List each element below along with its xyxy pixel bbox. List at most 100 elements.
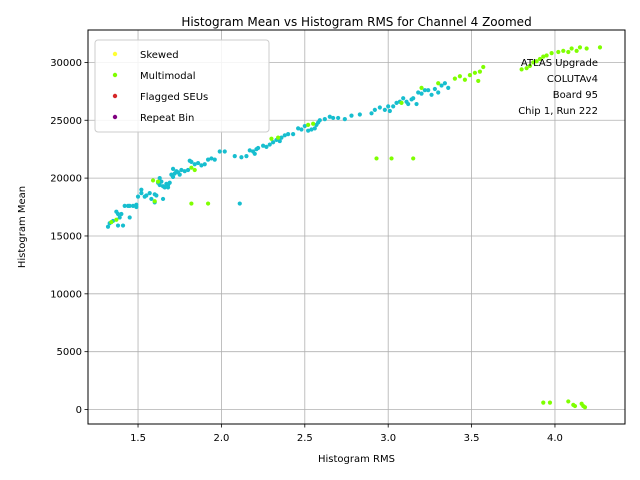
data-point-normal	[391, 104, 396, 109]
x-tick-label: 2.0	[213, 433, 229, 444]
data-point-multimodal	[481, 64, 486, 70]
data-point-multimodal	[566, 49, 571, 55]
data-point-normal	[247, 148, 252, 153]
data-point-multimodal	[574, 48, 579, 53]
data-point-normal	[387, 108, 392, 114]
data-point-normal	[331, 115, 336, 121]
data-point-multimodal	[572, 403, 578, 409]
legend-entry-multimodal: Multimodal	[112, 71, 196, 82]
data-point-multimodal	[476, 78, 481, 84]
x-axis-label: Histogram RMS	[318, 454, 395, 465]
data-point-multimodal	[109, 219, 114, 225]
data-point-normal	[436, 90, 441, 95]
data-point-normal	[372, 107, 377, 112]
data-point-normal	[411, 96, 416, 101]
data-point-multimodal	[155, 179, 161, 184]
data-point-normal	[135, 194, 141, 199]
y-tick-label: 15000	[50, 231, 82, 242]
data-point-multimodal	[524, 66, 529, 71]
data-point-normal	[406, 101, 411, 107]
data-point-normal	[309, 127, 314, 132]
data-point-normal	[195, 160, 201, 166]
y-tick-label: 25000	[50, 116, 82, 127]
data-point-normal	[446, 85, 451, 90]
data-point-normal	[122, 203, 127, 208]
data-point-multimodal	[436, 81, 441, 86]
data-point-normal	[382, 107, 387, 112]
data-point-multimodal	[389, 156, 394, 161]
data-point-multimodal	[276, 135, 281, 140]
data-point-normal	[117, 215, 122, 220]
data-point-normal	[160, 196, 166, 202]
data-point-normal	[317, 118, 322, 123]
y-tick-label: 20000	[50, 174, 82, 185]
data-point-multimodal	[566, 399, 571, 404]
data-point-multimodal	[374, 156, 379, 161]
data-point-normal	[312, 126, 317, 131]
legend-label-multimodal: Multimodal	[140, 71, 196, 82]
data-point-multimodal	[192, 167, 197, 173]
data-point-normal	[144, 193, 149, 198]
data-point-multimodal	[519, 67, 524, 72]
x-tick-label: 4.0	[547, 433, 563, 444]
data-point-multimodal	[544, 53, 549, 58]
data-point-multimodal	[311, 121, 316, 126]
annotation-line-3: Board 95	[553, 90, 598, 101]
data-point-normal	[189, 159, 194, 165]
data-point-multimodal	[541, 54, 546, 59]
data-point-multimodal	[189, 165, 194, 170]
data-point-multimodal	[467, 73, 473, 78]
data-point-normal	[105, 224, 111, 229]
data-point-multimodal	[269, 136, 274, 141]
data-point-normal	[157, 176, 162, 181]
data-point-normal	[244, 154, 249, 159]
legend-box	[94, 39, 270, 133]
annotation-line-2: COLUTAv4	[547, 74, 598, 85]
data-point-normal	[159, 179, 164, 184]
data-point-normal	[209, 156, 214, 161]
data-point-normal	[416, 90, 421, 95]
legend-entry-skewed: Skewed	[112, 50, 179, 61]
data-point-normal	[147, 191, 152, 196]
data-point-normal	[306, 128, 311, 133]
data-point-normal	[296, 126, 301, 131]
data-point-multimodal	[411, 156, 416, 161]
data-point-normal	[302, 123, 307, 129]
data-point-normal	[185, 167, 191, 173]
data-point-normal	[162, 185, 167, 190]
x-tick-label: 2.5	[297, 433, 313, 444]
data-point-normal	[256, 145, 261, 151]
data-point-normal	[299, 127, 304, 132]
y-tick-label: 10000	[50, 289, 82, 300]
data-point-multimodal	[537, 56, 543, 62]
data-point-normal	[271, 140, 276, 145]
data-point-normal	[429, 92, 434, 97]
data-point-multimodal	[399, 100, 404, 105]
x-tick-label: 3.5	[464, 433, 480, 444]
data-point-normal	[115, 211, 121, 217]
data-point-normal	[205, 157, 211, 162]
data-point-multimodal	[477, 69, 483, 74]
data-point-normal	[157, 182, 162, 188]
data-point-normal	[419, 91, 424, 96]
legend-entry-flagged-seus: Flagged SEUs	[112, 92, 208, 103]
data-point-normal	[179, 167, 184, 173]
data-point-normal	[336, 115, 341, 121]
data-point-normal	[286, 132, 291, 137]
data-point-multimodal	[582, 405, 588, 410]
data-point-normal	[170, 166, 176, 171]
data-point-normal	[401, 96, 406, 101]
data-point-normal	[199, 163, 204, 168]
data-point-normal	[182, 169, 187, 174]
data-point-multimodal	[547, 400, 553, 405]
data-point-normal	[267, 142, 272, 147]
y-tick-label: 5000	[57, 347, 82, 358]
data-point-normal	[342, 116, 347, 122]
x-tick-label: 1.5	[130, 433, 146, 444]
data-point-normal	[127, 203, 132, 208]
data-point-normal	[377, 105, 382, 110]
data-point-multimodal	[584, 46, 589, 51]
data-point-normal	[291, 132, 296, 137]
data-point-multimodal	[541, 400, 546, 405]
